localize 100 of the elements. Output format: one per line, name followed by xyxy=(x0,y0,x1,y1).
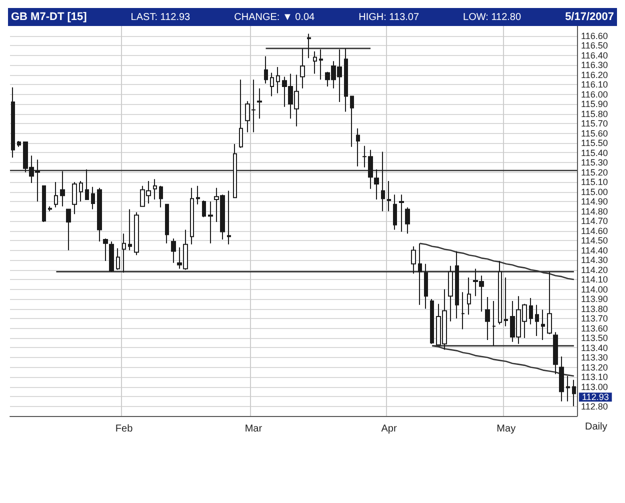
candlestick xyxy=(430,298,434,344)
candlestick xyxy=(313,50,317,74)
candlestick xyxy=(190,187,194,245)
candlestick xyxy=(97,187,102,242)
y-tick-label: 115.30 xyxy=(581,158,608,168)
x-tick-label: Mar xyxy=(244,424,263,434)
candlestick xyxy=(424,263,428,310)
candlestick xyxy=(461,292,465,330)
y-tick-label: 113.10 xyxy=(581,372,608,382)
candlestick xyxy=(572,379,576,407)
candlestick xyxy=(485,296,490,340)
text: LAST: 112.93 xyxy=(130,12,190,22)
y-tick-label: 115.50 xyxy=(581,138,608,148)
candlestick xyxy=(387,180,391,212)
candlestick xyxy=(42,185,46,222)
y-tick-label: 116.10 xyxy=(581,80,608,90)
y-tick-label: 116.30 xyxy=(581,60,608,70)
candlestick xyxy=(344,48,348,112)
candlestick xyxy=(381,151,385,212)
y-tick-label: 115.90 xyxy=(581,99,608,109)
candlestick xyxy=(300,48,305,89)
y-tick-label: 113.30 xyxy=(581,352,608,362)
y-tick-label: 114.30 xyxy=(581,255,608,265)
y-tick-label: 116.40 xyxy=(581,50,608,60)
y-tick-label: 113.40 xyxy=(581,342,608,353)
candlestick xyxy=(208,201,213,244)
candlestick xyxy=(467,277,471,316)
y-tick-label: 116.50 xyxy=(581,40,608,50)
y-tick-label: 112.80 xyxy=(581,401,608,412)
y-tick-label: 116.00 xyxy=(581,89,608,100)
candlestick xyxy=(356,128,360,167)
candlestick xyxy=(11,86,15,158)
y-tick-label: 115.10 xyxy=(581,177,608,187)
x-tick-label: May xyxy=(496,424,516,434)
candlestick xyxy=(566,376,570,402)
y-tick-label: 114.60 xyxy=(581,226,608,236)
candlestick xyxy=(307,33,311,59)
candlestick xyxy=(455,250,459,319)
candlestick xyxy=(85,168,89,200)
y-tick-label: 113.50 xyxy=(581,333,608,343)
candlestick xyxy=(109,240,114,272)
candlestick xyxy=(411,246,416,274)
y-tick-label: 115.80 xyxy=(581,108,608,119)
y-tick-label: 114.40 xyxy=(581,245,608,256)
y-tick-label: 114.20 xyxy=(581,264,608,275)
candlestick xyxy=(17,140,21,148)
candlestick xyxy=(547,271,552,335)
x-axis-title: Daily xyxy=(585,422,608,432)
y-tick-label: 114.50 xyxy=(581,236,608,246)
candlestick xyxy=(60,170,65,207)
y-tick-label: 115.60 xyxy=(581,128,608,138)
candlestick xyxy=(122,233,126,274)
candlestick xyxy=(559,356,564,402)
candlestick xyxy=(350,96,354,148)
candlestick xyxy=(529,298,533,325)
y-tick-label: 115.70 xyxy=(581,118,608,128)
candlestick xyxy=(405,206,410,234)
text: 112.93 xyxy=(582,392,609,402)
candlestick xyxy=(159,185,163,208)
text: CHANGE: ▼ 0.04 xyxy=(234,12,315,22)
candlestick xyxy=(72,182,77,215)
candlestick xyxy=(276,66,280,94)
candlestick xyxy=(48,206,52,212)
y-tick-label: 113.90 xyxy=(581,294,608,304)
candlestick xyxy=(233,143,237,198)
y-tick-label: 113.70 xyxy=(581,314,608,324)
y-tick-label: 113.60 xyxy=(581,323,608,334)
y-tick-label: 113.20 xyxy=(581,362,608,372)
candlestick xyxy=(171,238,176,264)
candlestick xyxy=(66,208,71,251)
text: LOW: 112.80 xyxy=(463,12,522,22)
candlestick xyxy=(196,185,200,205)
candlestick xyxy=(165,204,169,244)
y-tick-label: 114.10 xyxy=(581,274,608,284)
y-tick-label: 114.00 xyxy=(581,284,608,294)
candlestick xyxy=(393,194,397,230)
candlestick xyxy=(54,182,58,208)
y-tick-label: 113.00 xyxy=(581,382,608,392)
candlestick xyxy=(553,332,558,375)
y-tick-label: 114.70 xyxy=(581,216,608,226)
y-tick-label: 115.20 xyxy=(581,167,608,178)
candlestick xyxy=(153,178,157,200)
candlestick xyxy=(492,300,496,346)
candlestick xyxy=(202,200,206,218)
text: HIGH: 113.07 xyxy=(358,12,420,22)
x-tick-label: Feb xyxy=(115,424,134,434)
y-tick-label: 115.40 xyxy=(581,148,608,158)
candlestick xyxy=(374,168,379,200)
candlestick xyxy=(257,88,262,120)
candlestick xyxy=(128,208,132,251)
candlestick xyxy=(448,265,453,322)
y-tick-label: 114.90 xyxy=(581,196,608,206)
candlestick xyxy=(227,190,231,245)
candlestick xyxy=(91,186,95,210)
candlestick xyxy=(134,212,139,256)
y-tick-label: 113.80 xyxy=(581,304,608,314)
candlestick xyxy=(79,180,83,202)
text: 5/17/2007 xyxy=(565,11,614,23)
y-tick-label: 114.80 xyxy=(581,206,608,216)
candlestick xyxy=(116,248,120,270)
